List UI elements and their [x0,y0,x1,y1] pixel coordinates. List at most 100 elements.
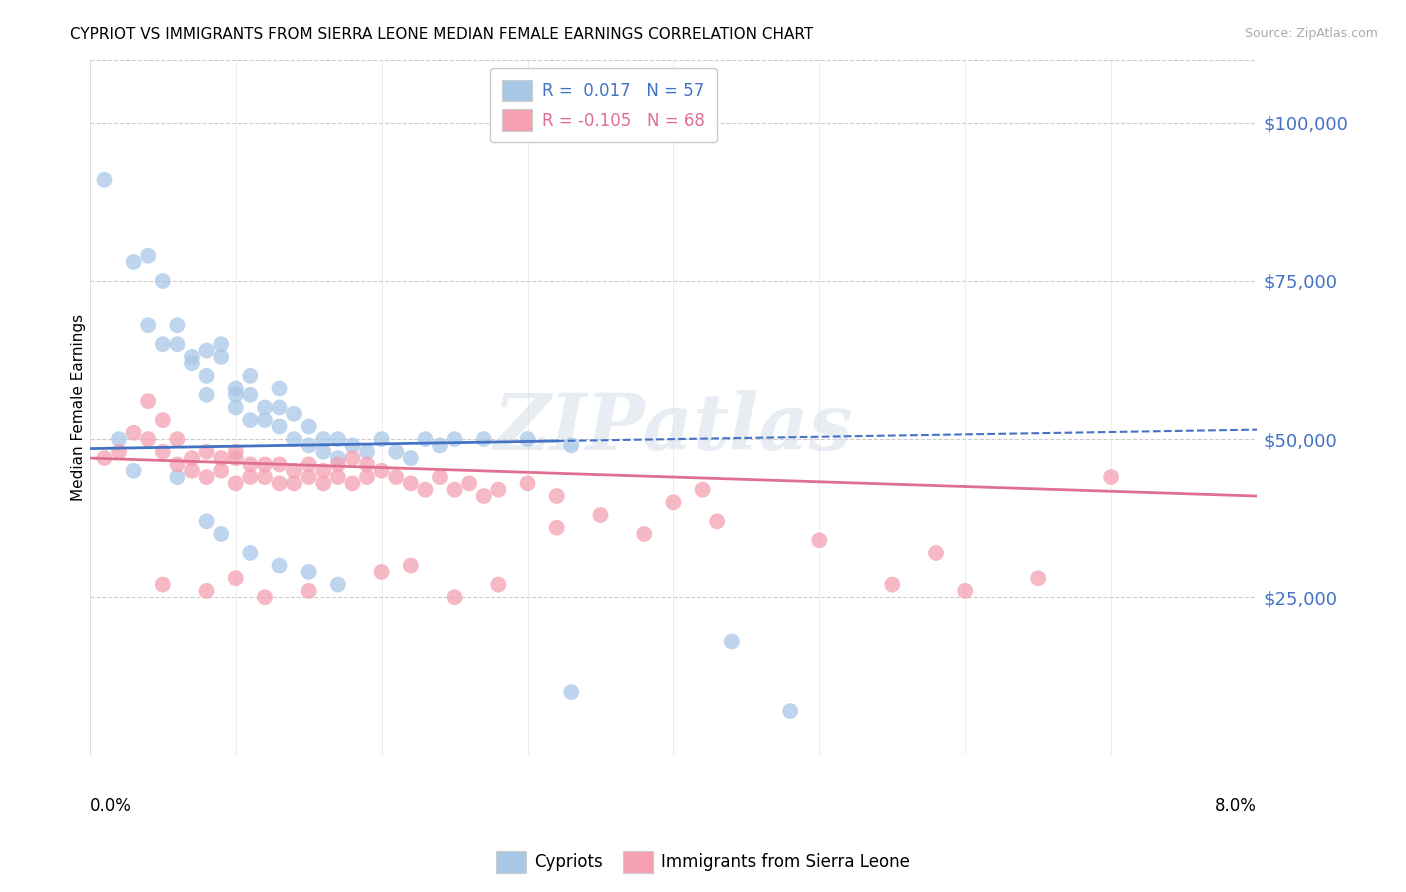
Point [312,476,335,491]
Point [356,458,378,472]
Point [633,527,655,541]
Text: Source: ZipAtlas.com: Source: ZipAtlas.com [1244,27,1378,40]
Point [662,495,685,509]
Point [152,274,174,288]
Point [225,401,247,415]
Point [385,444,408,458]
Point [370,565,392,579]
Point [399,451,422,466]
Point [166,458,188,472]
Point [195,444,218,458]
Point [342,438,364,452]
Point [312,464,335,478]
Point [225,382,247,396]
Point [195,388,218,402]
Point [209,527,232,541]
Point [298,583,321,598]
Point [429,438,451,452]
Point [166,318,188,333]
Point [953,583,976,598]
Point [239,458,262,472]
Point [298,419,321,434]
Point [269,419,291,434]
Point [209,464,232,478]
Point [429,470,451,484]
Point [239,368,262,383]
Point [225,388,247,402]
Point [108,444,131,458]
Point [298,470,321,484]
Point [326,577,349,591]
Point [253,413,276,427]
Point [195,368,218,383]
Point [136,318,159,333]
Point [239,388,262,402]
Point [152,444,174,458]
Point [298,458,321,472]
Point [239,413,262,427]
Point [93,173,115,187]
Point [443,432,465,446]
Point [283,464,305,478]
Point [458,476,481,491]
Point [882,577,904,591]
Point [560,685,582,699]
Point [516,476,538,491]
Point [269,458,291,472]
Point [225,476,247,491]
Point [342,476,364,491]
Point [326,458,349,472]
Point [692,483,714,497]
Point [589,508,612,522]
Point [560,438,582,452]
Point [152,413,174,427]
Point [399,476,422,491]
Point [706,514,728,528]
Point [225,444,247,458]
Point [326,451,349,466]
Point [136,249,159,263]
Point [399,558,422,573]
Point [298,438,321,452]
Point [253,591,276,605]
Point [326,470,349,484]
Point [443,591,465,605]
Point [253,470,276,484]
Point [181,356,204,370]
Point [443,483,465,497]
Point [546,521,568,535]
Point [225,451,247,466]
Point [209,350,232,364]
Point [415,483,437,497]
Point [269,558,291,573]
Point [195,470,218,484]
Point [239,470,262,484]
Point [808,533,831,548]
Point [166,432,188,446]
Legend: Cypriots, Immigrants from Sierra Leone: Cypriots, Immigrants from Sierra Leone [489,845,917,880]
Point [269,476,291,491]
Point [269,401,291,415]
Point [472,489,495,503]
Point [269,382,291,396]
Point [356,470,378,484]
Point [195,514,218,528]
Point [93,451,115,466]
Point [209,337,232,351]
Point [253,458,276,472]
Point [166,337,188,351]
Point [181,451,204,466]
Point [195,343,218,358]
Y-axis label: Median Female Earnings: Median Female Earnings [72,314,86,501]
Point [108,432,131,446]
Point [1026,571,1049,585]
Point [181,464,204,478]
Point [283,476,305,491]
Point [486,577,509,591]
Point [122,464,145,478]
Text: 0.0%: 0.0% [90,797,132,815]
Point [195,583,218,598]
Point [1099,470,1122,484]
Point [136,432,159,446]
Point [546,489,568,503]
